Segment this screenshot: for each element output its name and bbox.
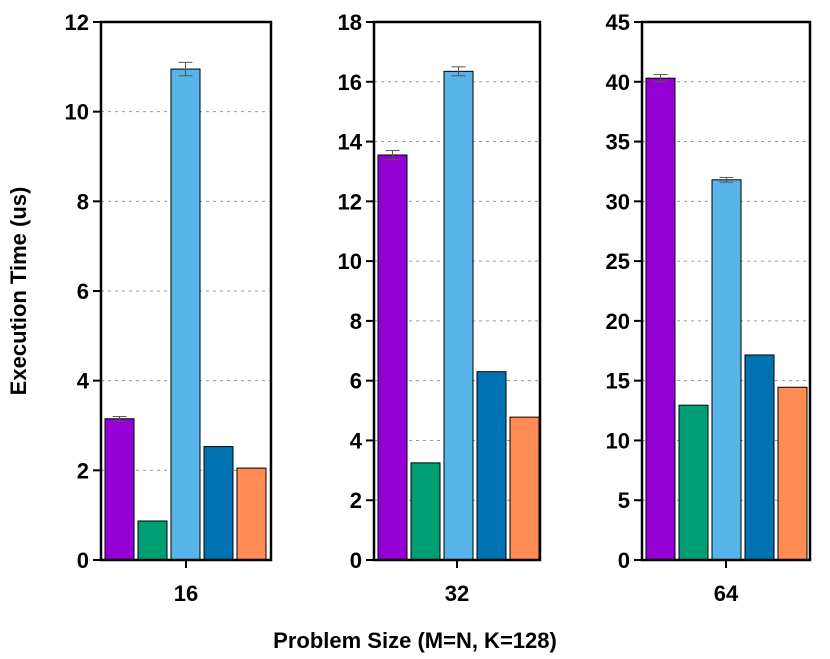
- y-tick-label: 18: [338, 10, 362, 35]
- bar-64-3: [711, 179, 742, 561]
- y-tick-label: 5: [618, 488, 630, 513]
- y-tick-label: 4: [77, 369, 90, 394]
- y-tick-label: 35: [606, 130, 630, 155]
- bar-16-5: [236, 467, 267, 561]
- y-tick-label: 8: [350, 309, 362, 334]
- bar-16-4: [203, 446, 234, 561]
- y-tick-label: 14: [338, 130, 363, 155]
- panel-32: 0 2 4 6 8 10 12 14 16 18 32: [338, 10, 542, 606]
- y-tick-label: 16: [338, 70, 362, 95]
- chart-panels: 0 2 4 6 8 10 12 16 0 2 4 6 8 10 12 14 16 18 32 0 5 10 15 20 25 30…: [65, 10, 812, 606]
- bar-16-1: [104, 418, 135, 561]
- y-tick-label: 15: [606, 369, 630, 394]
- bar-32-2: [410, 462, 441, 561]
- y-tick-label: 8: [77, 189, 89, 214]
- x-category-label: 16: [174, 581, 198, 606]
- y-tick-label: 4: [350, 428, 363, 453]
- panel-16: 0 2 4 6 8 10 12 16: [65, 10, 273, 606]
- y-tick-label: 6: [350, 369, 362, 394]
- y-tick-label: 12: [338, 189, 362, 214]
- y-tick-label: 30: [606, 189, 630, 214]
- y-tick-label: 0: [618, 548, 630, 573]
- y-tick-label: 6: [77, 279, 89, 304]
- bar-32-5: [509, 416, 540, 561]
- bar-64-2: [678, 404, 709, 561]
- bar-32-3: [443, 70, 474, 561]
- y-tick-label: 10: [338, 249, 362, 274]
- bar-32-4: [476, 371, 507, 561]
- y-tick-label: 12: [65, 10, 89, 35]
- bar-64-4: [744, 354, 775, 561]
- x-axis-title: Problem Size (M=N, K=128): [273, 628, 557, 653]
- bar-64-1: [645, 77, 676, 561]
- y-tick-label: 40: [606, 70, 630, 95]
- x-category-label: 32: [445, 581, 469, 606]
- bar-64-5: [777, 386, 808, 561]
- y-tick-label: 10: [65, 100, 89, 125]
- bar-32-1: [377, 154, 408, 561]
- y-tick-label: 10: [606, 428, 630, 453]
- y-tick-label: 0: [77, 548, 89, 573]
- y-tick-label: 25: [606, 249, 630, 274]
- y-tick-label: 45: [606, 10, 630, 35]
- y-axis-title: Execution Time (us): [6, 187, 31, 396]
- panel-64: 0 5 10 15 20 25 30 35 40 45 64: [606, 10, 812, 606]
- bar-16-3: [170, 68, 201, 561]
- x-category-label: 64: [714, 581, 739, 606]
- y-tick-label: 0: [350, 548, 362, 573]
- y-tick-label: 2: [350, 488, 362, 513]
- y-tick-label: 2: [77, 458, 89, 483]
- y-tick-label: 20: [606, 309, 630, 334]
- bar-16-2: [137, 520, 168, 561]
